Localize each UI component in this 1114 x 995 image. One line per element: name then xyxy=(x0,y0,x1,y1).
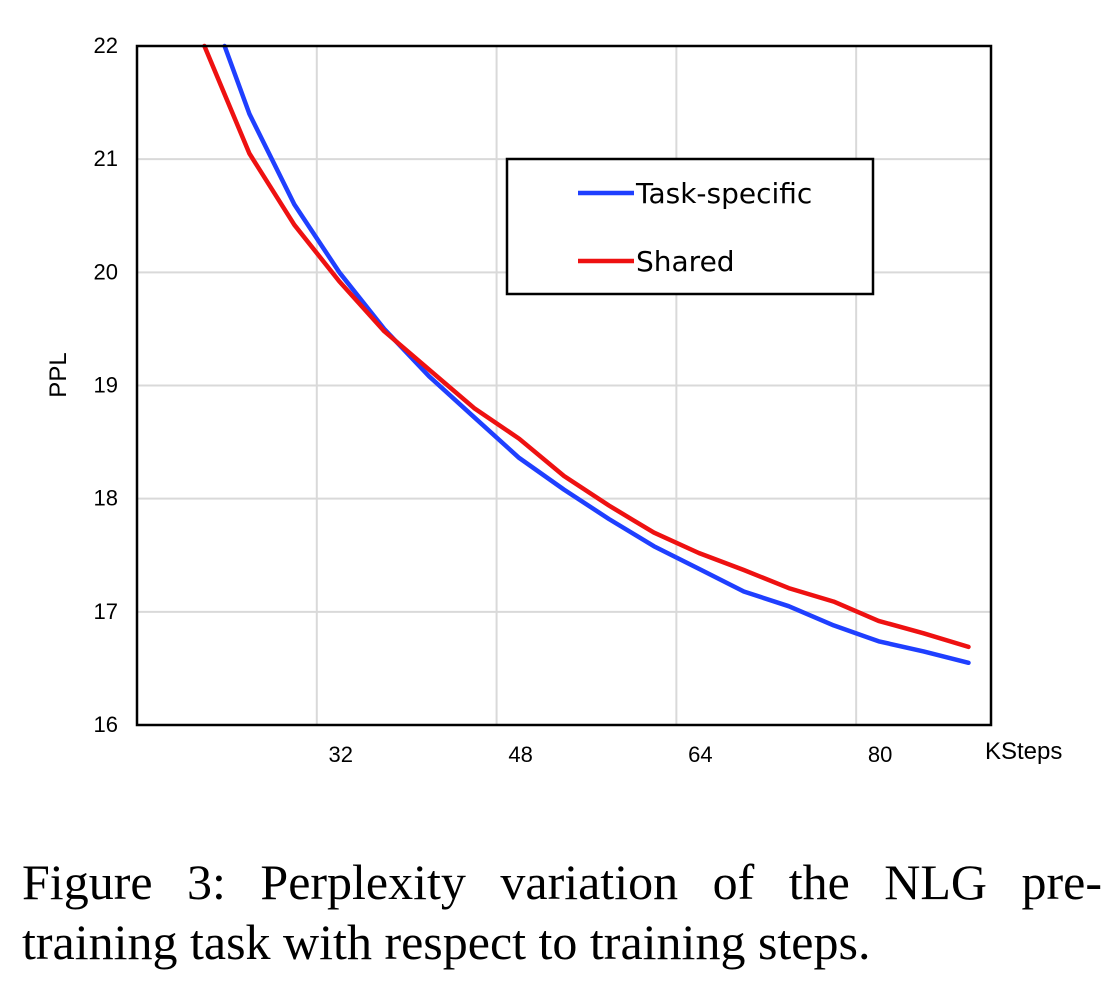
x-tick-labels: 32 48 64 80 xyxy=(329,742,893,767)
series-lines xyxy=(202,43,971,666)
x-tick-label: 32 xyxy=(329,742,353,767)
y-tick-label: 17 xyxy=(94,599,118,624)
x-tick-label: 80 xyxy=(868,742,892,767)
plot-frame xyxy=(135,44,993,727)
legend-label-shared: Shared xyxy=(636,245,735,278)
y-tick-label: 22 xyxy=(94,33,118,58)
x-tick-label: 64 xyxy=(688,742,712,767)
y-tick-label: 21 xyxy=(94,146,118,171)
series-line-task-specific xyxy=(222,43,971,666)
legend-box xyxy=(505,157,875,296)
legend: Task-specific Shared xyxy=(505,157,875,296)
y-tick-label: 16 xyxy=(94,712,118,737)
x-axis-label: KSteps xyxy=(985,738,1062,765)
y-tick-label: 19 xyxy=(94,373,118,398)
y-tick-labels: 16 17 18 19 20 21 22 xyxy=(94,33,118,737)
figure-caption: Figure 3: Perplexity variation of the NL… xyxy=(22,854,1102,970)
y-axis-label: PPL xyxy=(45,352,72,397)
x-tick-label: 48 xyxy=(508,742,532,767)
line-chart: 16 17 18 19 20 21 22 32 48 64 80 KSteps PPL Task-… xyxy=(45,33,1062,767)
series-line-shared xyxy=(202,43,971,650)
y-tick-label: 20 xyxy=(94,259,118,284)
legend-label-task-specific: Task-specific xyxy=(635,177,812,210)
y-tick-label: 18 xyxy=(94,486,118,511)
